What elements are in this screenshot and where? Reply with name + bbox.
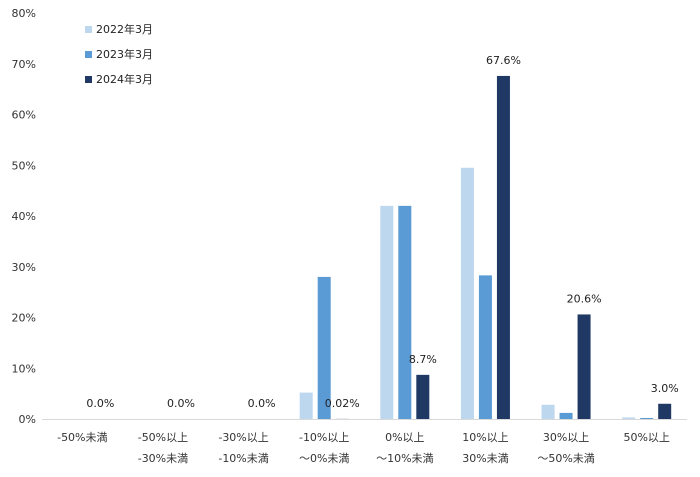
data-label: 0.0% [86, 397, 114, 410]
bar-3-1 [317, 276, 331, 419]
legend-label: 2023年3月 [96, 47, 153, 61]
y-tick-label: 30% [12, 261, 36, 274]
category-label: -50%未満 [57, 431, 107, 444]
bar-7-1 [640, 417, 654, 419]
bar-6-1 [559, 412, 573, 419]
bar-6-0 [541, 404, 555, 419]
data-label: 20.6% [567, 292, 602, 305]
bar-5-2 [496, 75, 510, 420]
bar-6-2 [577, 314, 591, 419]
bar-4-2 [416, 374, 430, 419]
data-label: 0.0% [248, 397, 276, 410]
category-label: 10%以上 [462, 431, 508, 444]
legend-label: 2024年3月 [96, 72, 153, 86]
category-label: -50%以上 [138, 431, 188, 444]
category-label: 0%以上 [385, 431, 424, 444]
category-label: -30%以上 [218, 431, 268, 444]
legend-swatch [85, 76, 92, 83]
data-label: 0.0% [167, 397, 195, 410]
bar-4-0 [380, 205, 394, 419]
category-label: 50%以上 [623, 431, 669, 444]
category-label: 30%以上 [543, 431, 589, 444]
y-tick-label: 0% [19, 413, 36, 426]
category-label: -10%以上 [299, 431, 349, 444]
y-tick-label: 80% [12, 7, 36, 20]
data-label: 8.7% [409, 353, 437, 366]
bar-7-2 [658, 403, 672, 419]
y-tick-label: 20% [12, 312, 36, 325]
bar-5-0 [460, 167, 474, 419]
data-label: 67.6% [486, 54, 521, 67]
y-tick-label: 10% [12, 362, 36, 375]
category-label: -10%未満 [218, 452, 268, 465]
y-tick-label: 40% [12, 210, 36, 223]
legend-swatch [85, 51, 92, 58]
legend-swatch [85, 26, 92, 33]
y-tick-label: 60% [12, 109, 36, 122]
category-label: ～10%未満 [376, 452, 433, 465]
category-label: 30%未満 [462, 452, 508, 465]
bar-3-0 [299, 392, 313, 419]
bar-4-1 [398, 205, 412, 419]
category-label: -30%未満 [138, 452, 188, 465]
y-tick-label: 50% [12, 159, 36, 172]
legend-label: 2022年3月 [96, 22, 153, 36]
y-tick-label: 70% [12, 58, 36, 71]
category-label: ～0%未満 [299, 452, 349, 465]
data-label: 3.0% [651, 382, 679, 395]
category-label: ～50%未満 [537, 452, 594, 465]
bar-7-0 [622, 417, 636, 419]
data-label: 0.02% [325, 397, 360, 410]
bar-5-1 [478, 275, 492, 419]
